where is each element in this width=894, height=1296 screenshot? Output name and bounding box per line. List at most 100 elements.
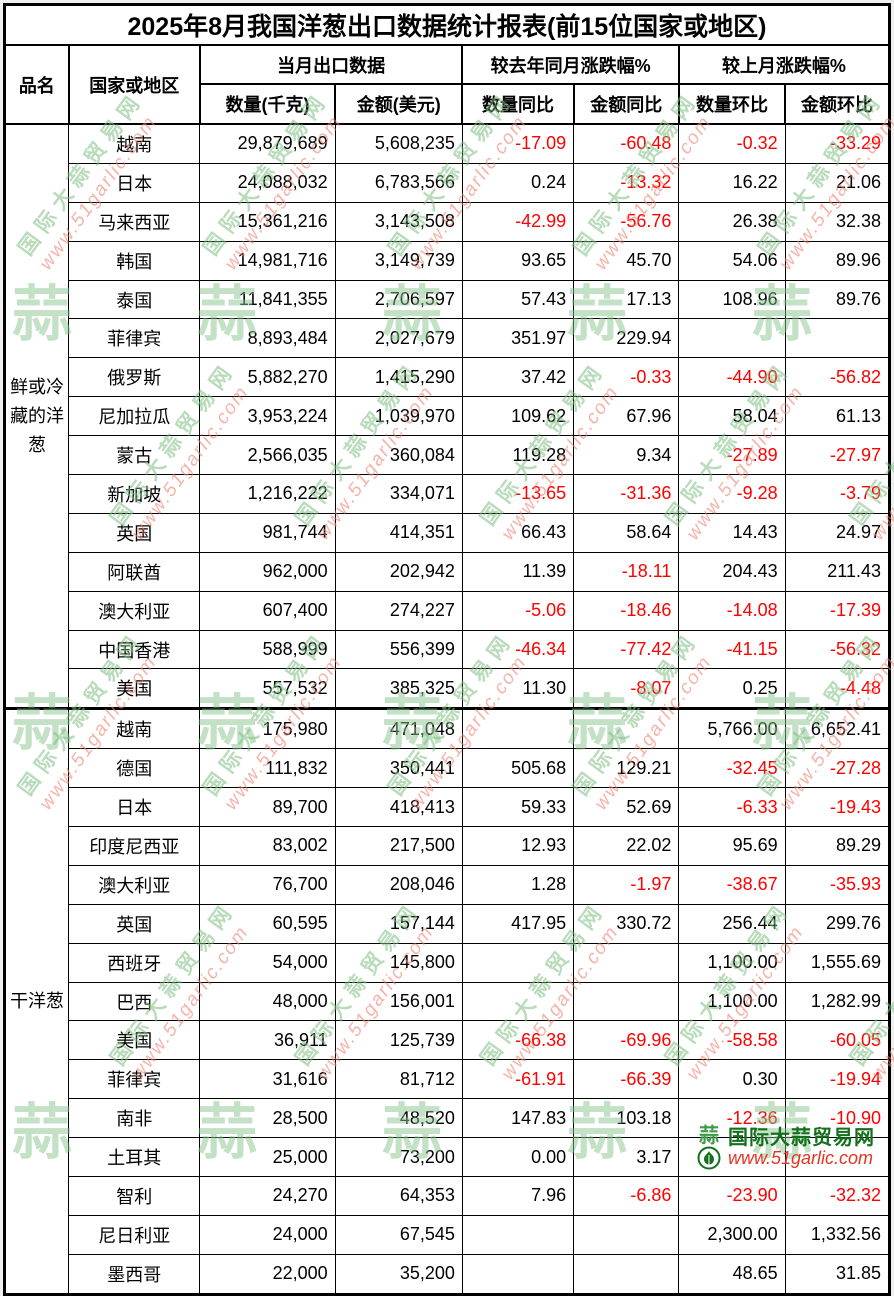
table-row: 菲律宾 31,616 81,712 -61.91 -66.39 0.30 -19.94 xyxy=(5,1059,891,1100)
country-cell: 德国 xyxy=(68,748,201,789)
country-cell: 巴西 xyxy=(68,981,201,1022)
table-row: 巴西 48,000 156,001 1,100.00 1,282.99 xyxy=(5,981,891,1022)
value-cell: 2,027,679 xyxy=(334,318,463,359)
col-header-product: 品名 xyxy=(3,44,70,125)
value-cell: 35,200 xyxy=(334,1253,463,1295)
value-cell: 89.76 xyxy=(784,279,891,320)
value-cell: 202,942 xyxy=(334,551,463,592)
country-cell: 蒙古 xyxy=(68,435,201,476)
value-cell: 25,000 xyxy=(199,1137,336,1178)
value-cell: 385,325 xyxy=(334,668,463,710)
country-cell: 韩国 xyxy=(68,240,201,281)
value-cell: 229.94 xyxy=(573,318,680,359)
table-row: 阿联酋 962,000 202,942 11.39 -18.11 204.43 211.43 xyxy=(5,551,891,592)
country-cell: 南非 xyxy=(68,1098,201,1139)
value-cell: -44.90 xyxy=(678,357,786,398)
value-cell xyxy=(784,318,891,359)
value-cell: 109.62 xyxy=(461,396,575,437)
value-cell: 48,520 xyxy=(334,1098,463,1139)
value-cell: 125,739 xyxy=(334,1020,463,1061)
table-row: 日本 24,088,032 6,783,566 0.24 -13.32 16.22 21.0… xyxy=(5,162,891,203)
report-title: 2025年8月我国洋葱出口数据统计报表(前15位国家或地区) xyxy=(3,3,891,46)
value-cell: 59.33 xyxy=(461,787,575,828)
value-cell: 157,144 xyxy=(334,903,463,944)
country-cell: 墨西哥 xyxy=(68,1253,201,1295)
country-cell: 日本 xyxy=(68,787,201,828)
value-cell: -0.32 xyxy=(678,123,786,164)
col-subheader-4: 数量环比 xyxy=(677,83,787,125)
value-cell: 1,100.00 xyxy=(678,981,786,1022)
value-cell: 9.34 xyxy=(573,435,680,476)
value-cell: 557,532 xyxy=(199,668,336,710)
value-cell: -66.39 xyxy=(573,1059,680,1100)
value-cell: -35.93 xyxy=(784,864,891,905)
table-row: 鲜或冷藏的洋葱 越南 29,879,689 5,608,235 -17.09 -60.48… xyxy=(3,123,891,710)
value-cell: -18.11 xyxy=(573,551,680,592)
country-cell: 美国 xyxy=(68,668,201,710)
onion-export-table: 2025年8月我国洋葱出口数据统计报表(前15位国家或地区) 品名 国家或地区 … xyxy=(3,3,891,1296)
table-row: 马来西亚 15,361,216 3,143,508 -42.99 -56.76 26.38… xyxy=(5,201,891,242)
value-cell: 208,046 xyxy=(334,864,463,905)
value-cell: 256.44 xyxy=(678,903,786,944)
value-cell: 57.43 xyxy=(461,279,575,320)
value-cell: 89.29 xyxy=(784,826,891,866)
value-cell: 31.85 xyxy=(784,1253,891,1295)
value-cell xyxy=(461,1253,575,1295)
value-cell: -14.08 xyxy=(678,590,786,631)
value-cell: -32.32 xyxy=(784,1176,891,1216)
value-cell xyxy=(678,318,786,359)
value-cell: 204.43 xyxy=(678,551,786,592)
table-row: 俄罗斯 5,882,270 1,415,290 37.42 -0.33 -44.90 -56… xyxy=(5,357,891,398)
value-cell: -66.38 xyxy=(461,1020,575,1061)
value-cell: 1.28 xyxy=(461,864,575,905)
value-cell: 5,766.00 xyxy=(678,707,786,750)
value-cell: -60.48 xyxy=(573,123,680,164)
value-cell: -31.36 xyxy=(573,474,680,514)
value-cell: 350,441 xyxy=(334,748,463,789)
value-cell: 334,071 xyxy=(334,474,463,514)
value-cell: 274,227 xyxy=(334,590,463,631)
value-cell: 1,415,290 xyxy=(334,357,463,398)
col-subheader-1: 金额(美元) xyxy=(334,83,464,125)
value-cell: 1,282.99 xyxy=(784,981,891,1022)
value-cell: 417.95 xyxy=(461,903,575,944)
value-cell: -32.45 xyxy=(678,748,786,789)
country-cell: 澳大利亚 xyxy=(68,864,201,905)
table-row: 韩国 14,981,716 3,149,739 93.65 45.70 54.06 89.9… xyxy=(5,240,891,281)
value-cell: 32.38 xyxy=(784,201,891,242)
table-row: 美国 557,532 385,325 11.30 -8.07 0.25 -4.48 xyxy=(5,668,891,710)
value-cell: 81,712 xyxy=(334,1059,463,1100)
value-cell: 26.38 xyxy=(678,201,786,242)
value-cell: -58.58 xyxy=(678,1020,786,1061)
value-cell: -60.05 xyxy=(784,1020,891,1061)
value-cell: 418,413 xyxy=(334,787,463,828)
country-cell: 英国 xyxy=(68,512,201,553)
country-cell: 阿联酋 xyxy=(68,551,201,592)
value-cell xyxy=(573,707,680,750)
value-cell: 175,980 xyxy=(199,707,336,750)
table-row: 智利 24,270 64,353 7.96 -6.86 -23.90 -32.32 xyxy=(5,1176,891,1216)
value-cell: -27.28 xyxy=(784,748,891,789)
value-cell: 95.69 xyxy=(678,826,786,866)
col-subheader-2: 数量同比 xyxy=(461,83,575,125)
table-row: 澳大利亚 607,400 274,227 -5.06 -18.46 -14.08 -17.3… xyxy=(5,590,891,631)
col-group-current-month: 当月出口数据 xyxy=(198,44,464,85)
country-cell: 智利 xyxy=(68,1176,201,1216)
value-cell: 145,800 xyxy=(334,942,463,983)
table-row: 尼日利亚 24,000 67,545 2,300.00 1,332.56 xyxy=(5,1214,891,1255)
value-cell: 5,608,235 xyxy=(334,123,463,164)
table-row: 蒙古 2,566,035 360,084 119.28 9.34 -27.89 -27.97 xyxy=(5,435,891,476)
value-cell: -10.90 xyxy=(784,1098,891,1139)
value-cell: 11,841,355 xyxy=(199,279,336,320)
value-cell: 505.68 xyxy=(461,748,575,789)
value-cell: 28,500 xyxy=(199,1098,336,1139)
value-cell xyxy=(573,981,680,1022)
product-name-cell: 鲜或冷藏的洋葱 xyxy=(3,123,70,710)
value-cell: -33.29 xyxy=(784,123,891,164)
value-cell: -17.39 xyxy=(784,590,891,631)
table-row: 美国 36,911 125,739 -66.38 -69.96 -58.58 -60.05 xyxy=(5,1020,891,1061)
value-cell: 14.43 xyxy=(678,512,786,553)
country-cell: 尼日利亚 xyxy=(68,1214,201,1255)
value-cell: -9.28 xyxy=(678,474,786,514)
country-cell: 菲律宾 xyxy=(68,318,201,359)
